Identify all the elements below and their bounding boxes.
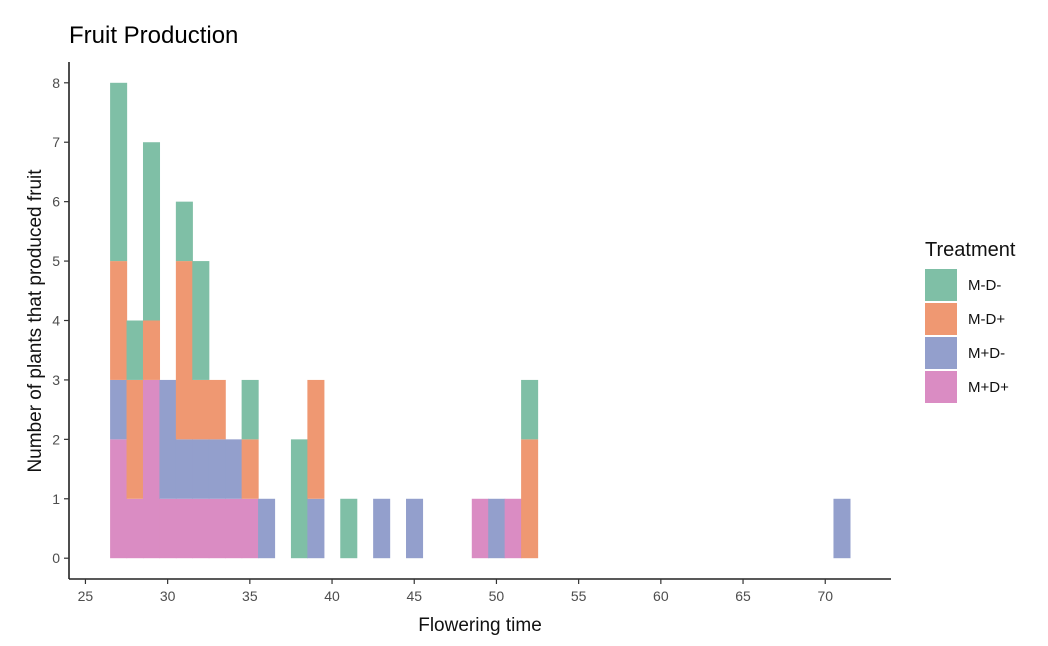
bar-M+D+-32 — [192, 498, 210, 559]
legend: Treatment M-D- M-D+ M+D- M+D+ — [925, 239, 1016, 403]
bar-M-D--35 — [241, 379, 259, 440]
bars-layer — [110, 82, 851, 559]
legend-key-M-D- — [925, 269, 957, 301]
bar-M+D--32 — [192, 439, 210, 499]
y-tick-label: 8 — [52, 75, 60, 91]
chart-title: Fruit Production — [69, 22, 238, 49]
bar-M-D--41 — [340, 498, 358, 559]
bar-M+D+-34 — [225, 498, 243, 559]
y-tick-label: 0 — [52, 550, 60, 566]
x-tick-label: 70 — [817, 588, 833, 604]
bar-M+D+-27 — [110, 439, 128, 559]
x-tick-label: 25 — [78, 588, 94, 604]
legend-key-M+D+ — [925, 371, 957, 403]
bar-M-D+-52 — [521, 439, 539, 559]
bar-M+D+-51 — [504, 498, 522, 559]
y-tick-label: 1 — [52, 491, 60, 507]
legend-key-M+D- — [925, 337, 957, 369]
x-tick-label: 30 — [160, 588, 176, 604]
bar-M-D+-29 — [142, 320, 161, 380]
bar-M-D+-39 — [307, 379, 325, 499]
bar-M+D--34 — [225, 439, 243, 499]
bar-M+D--45 — [406, 498, 424, 559]
y-tick-label: 3 — [52, 372, 60, 388]
bar-M+D--43 — [373, 498, 391, 559]
bar-M+D+-30 — [159, 498, 177, 559]
y-axis-ticks: 0 1 2 3 4 5 6 7 8 — [52, 75, 69, 566]
bar-M+D+-28 — [126, 498, 144, 559]
bar-M-D--27 — [110, 82, 128, 262]
y-tick-label: 6 — [52, 194, 60, 210]
bar-M-D+-31 — [175, 261, 193, 440]
x-tick-label: 60 — [653, 588, 669, 604]
y-tick-label: 7 — [52, 134, 60, 150]
legend-label-M-D+: M-D+ — [968, 311, 1005, 328]
bar-M+D+-49 — [471, 498, 489, 559]
bar-M+D--33 — [208, 439, 226, 499]
y-tick-label: 5 — [52, 253, 60, 269]
bar-M+D--50 — [488, 498, 506, 559]
x-tick-label: 55 — [571, 588, 587, 604]
bar-M-D+-28 — [126, 379, 144, 499]
x-tick-label: 50 — [489, 588, 505, 604]
bar-M-D--52 — [521, 379, 539, 440]
bar-M-D+-35 — [241, 439, 259, 499]
bar-M+D+-35 — [241, 498, 259, 559]
y-tick-label: 2 — [52, 431, 60, 447]
x-axis-ticks: 25 30 35 40 45 50 55 60 65 70 — [78, 579, 833, 604]
legend-label-M-D-: M-D- — [968, 277, 1001, 294]
y-axis-title: Number of plants that produced fruit — [25, 169, 46, 473]
x-tick-label: 40 — [324, 588, 340, 604]
y-tick-label: 4 — [52, 313, 60, 329]
bar-M+D--27 — [110, 379, 128, 440]
bar-M+D--39 — [307, 498, 325, 559]
legend-title: Treatment — [925, 239, 1016, 261]
legend-label-M+D-: M+D- — [968, 345, 1005, 362]
bar-M+D+-31 — [175, 498, 193, 559]
bar-M-D--29 — [142, 142, 161, 321]
bar-M+D--71 — [833, 498, 851, 559]
legend-label-M+D+: M+D+ — [968, 379, 1009, 396]
bar-M-D--31 — [175, 201, 193, 262]
bar-M-D+-32 — [192, 379, 210, 440]
bar-M+D+-29 — [142, 379, 161, 559]
bar-M-D--38 — [290, 439, 308, 559]
x-tick-label: 65 — [735, 588, 751, 604]
x-tick-label: 35 — [242, 588, 258, 604]
bar-M-D+-27 — [110, 261, 128, 380]
bar-M-D+-33 — [208, 379, 226, 440]
bar-M-D--28 — [126, 320, 144, 380]
bar-M+D--36 — [258, 498, 276, 559]
x-axis-title: Flowering time — [418, 615, 542, 636]
bar-M+D+-33 — [208, 498, 226, 559]
bar-M+D--31 — [175, 439, 193, 499]
bar-M+D--30 — [159, 379, 177, 499]
x-tick-label: 45 — [406, 588, 422, 604]
legend-key-M-D+ — [925, 303, 957, 335]
bar-M-D--32 — [192, 261, 210, 380]
